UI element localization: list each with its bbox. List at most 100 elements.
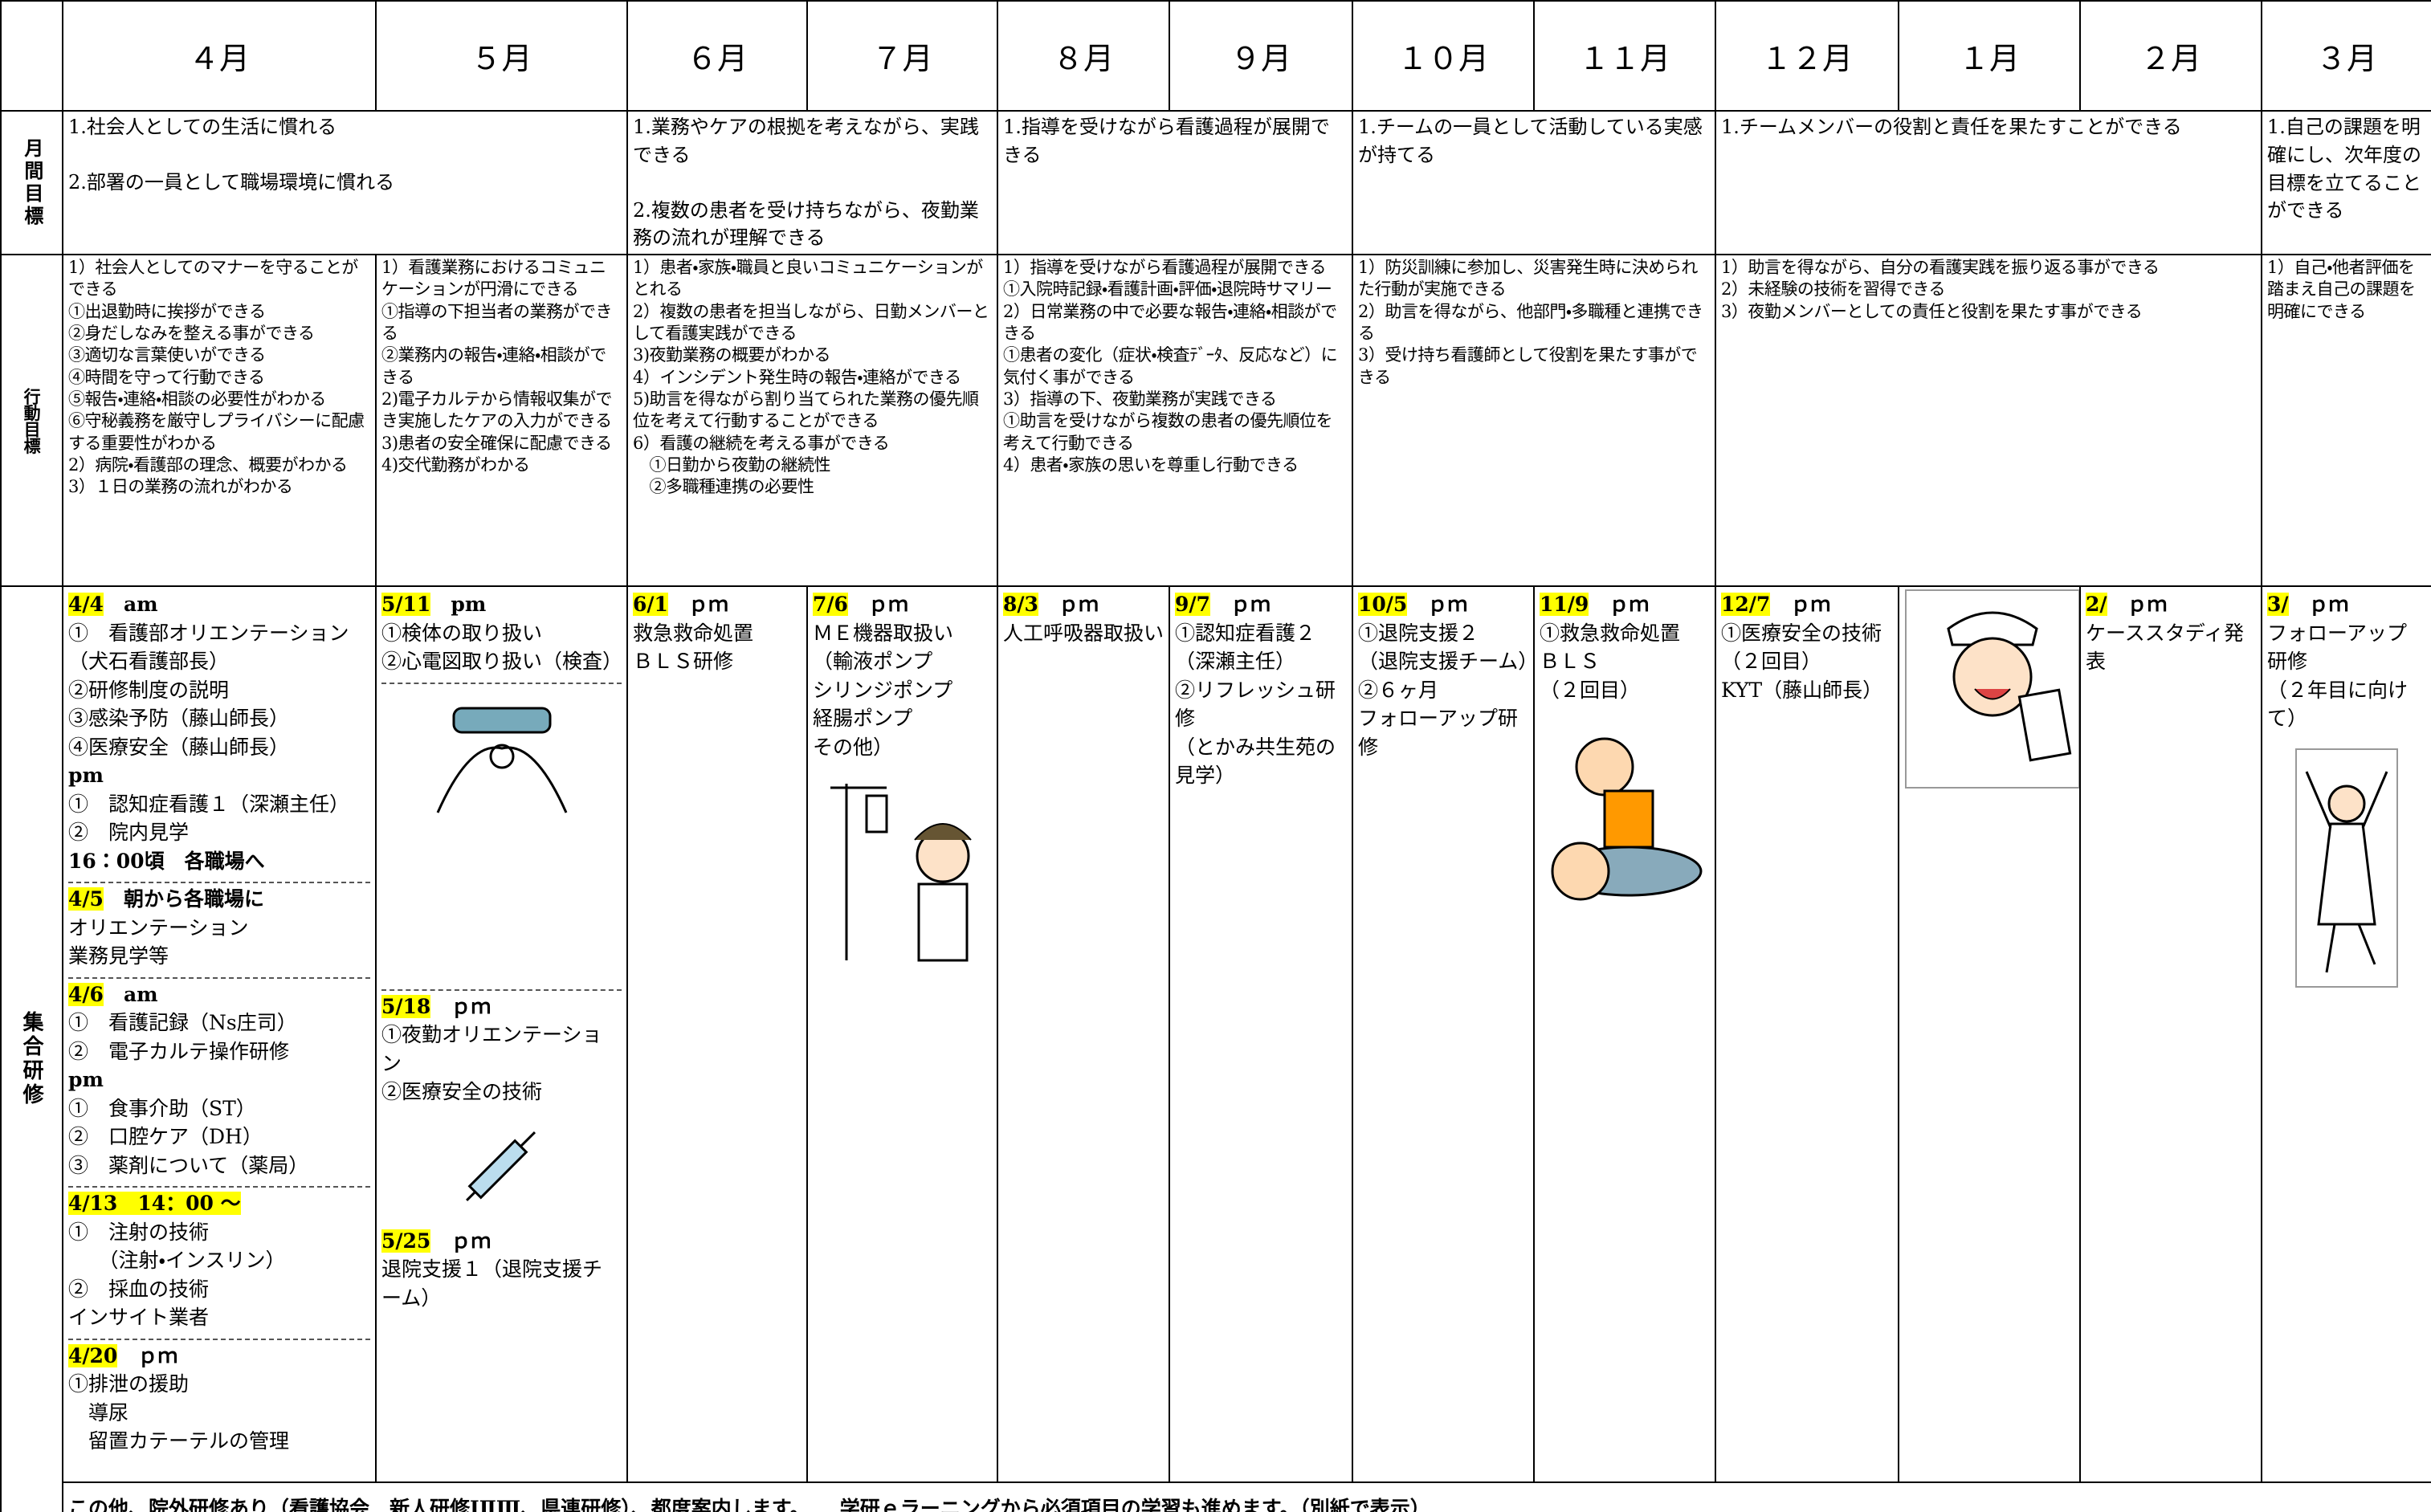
actions-text: 1）社会人としてのマナーを守ることができる: [68, 258, 358, 300]
actions-row: 行動目標 1）社会人としてのマナーを守ることができる ①出退勤時に挨拶ができる ②身だ…: [0, 254, 2431, 588]
footer-note: この他、院外研修あり（看護協会 新人研修ⅠⅡⅢ、県連研修）、都度案内します。 学…: [62, 1481, 2431, 1512]
training-line: ①排泄の援助: [68, 1372, 190, 1396]
training-date: 6/1: [633, 593, 668, 617]
block-head: 5/18 ｐｍ: [381, 992, 622, 1021]
training-line: ①検体の取り扱い: [381, 621, 543, 645]
illustration: [2295, 748, 2398, 988]
block-head: 10/5 ｐｍ: [1358, 590, 1528, 619]
training-line: ②研修制度の説明: [68, 678, 230, 702]
training-cell: 7/6 ｐｍ ＭＥ機器取扱い （輸液ポンプ シリンジポンプ 経腸ポンプ その他）: [806, 585, 998, 1484]
actions-text: 2）病院・看護部の理念、概要がわかる: [68, 454, 348, 475]
actions-text: 6）看護の継続を考える事ができる: [633, 433, 890, 453]
goals-text: 1.業務やケアの根拠を考えながら、実践できる: [633, 116, 979, 166]
training-time: ｐｍ: [867, 593, 908, 617]
training-line: ケーススタディ発表: [2086, 621, 2245, 674]
actions-text: 3)患者の安全確保に配慮できる: [381, 433, 612, 453]
training-block: 10/5 ｐｍ ①退院支援２ （退院支援チーム） ②６ヶ月 フォローアップ研修: [1358, 589, 1534, 768]
training-line: ①医療安全の技術（２回目）: [1721, 621, 1882, 674]
training-date: 3/: [2267, 593, 2289, 617]
training-cell: 2/ ｐｍ ケーススタディ発表: [2079, 585, 2262, 1484]
training-line: ② 採血の技術: [68, 1277, 210, 1301]
training-line: ＭＥ機器取扱い: [813, 621, 954, 645]
training-line: pm: [68, 764, 104, 788]
actions-text: ①指導の下担当者の業務ができる: [381, 301, 613, 344]
actions-text: 2）日常業務の中で必要な報告・連絡・相談ができる: [1003, 301, 1337, 344]
illustration-box: [381, 682, 622, 989]
illustration: [1905, 589, 2078, 789]
training-cell: [1898, 585, 2081, 1484]
training-line: ②リフレッシュ研修: [1175, 678, 1336, 731]
block-head: 4/4 am: [68, 590, 370, 619]
training-cell: 9/7 ｐｍ ①認知症看護２ （深瀬主任） ②リフレッシュ研修 （とかみ共生苑の見学）: [1169, 585, 1353, 1484]
block-head: 5/11 pm: [381, 590, 622, 619]
training-line: （２年目に向けて）: [2267, 678, 2409, 731]
actions-cell: 1）患者・家族・職員と良いコミュニケーションがとれる 2）複数の患者を担当しながら…: [626, 254, 998, 588]
actions-text: ①日勤から夜勤の継続性: [633, 454, 830, 475]
actions-text: ②身だしなみを整える事ができる: [68, 324, 315, 344]
actions-text: ①患者の変化（症状・検査ﾃﾞｰﾀ、反応など）に気付く事ができる: [1003, 345, 1338, 387]
actions-text: 5)助言を得ながら割り当てられた業務の優先順位を考えて行動することができる: [633, 389, 979, 431]
training-line: ② 院内見学: [68, 821, 190, 845]
actions-text: ②業務内の報告・連絡・相談ができる: [381, 345, 606, 387]
actions-text: ①出退勤時に挨拶ができる: [68, 301, 266, 321]
goals-row: 月間目標 1.社会人としての生活に慣れる 2.部署の一員として職場環境に慣れる 1.業…: [0, 109, 2431, 256]
month-header: １月: [1898, 0, 2081, 112]
actions-cell: 1）看護業務におけるコミュニケーションが円滑にできる ①指導の下担当者の業務ができ…: [375, 254, 628, 588]
training-block: 4/6 am ① 看護記録（Ns庄司） ② 電子カルテ操作研修 pm ① 食事介助（ST…: [68, 976, 370, 1187]
training-time: ｐｍ: [2308, 593, 2349, 617]
actions-text: 4）患者・家族の思いを尊重し行動できる: [1003, 454, 1299, 475]
training-line: （退院支援チーム）: [1358, 650, 1534, 674]
actions-text: ⑤報告・連絡・相談の必要性がわかる: [68, 389, 326, 409]
actions-text: 2）未経験の技術を習得できる: [1721, 279, 1945, 300]
goals-text: 1.自己の課題を明確にし、次年度の目標を立てることができる: [2267, 116, 2421, 222]
training-cell: 5/11 pm ①検体の取り扱い ②心電図取り扱い（検査） 5/18 ｐｍ ①夜勤オリエ…: [375, 585, 628, 1484]
block-head: 5/25 ｐｍ: [381, 1227, 622, 1256]
training-line: オリエンテーション: [68, 915, 249, 939]
training-line: 留置カテーテルの管理: [68, 1429, 290, 1453]
training-date: 11/9: [1540, 593, 1589, 617]
training-time: ｐｍ: [1230, 593, 1271, 617]
training-block: 7/6 ｐｍ ＭＥ機器取扱い （輸液ポンプ シリンジポンプ 経腸ポンプ その他）: [813, 589, 992, 768]
training-line: 退院支援１（退院支援チーム）: [381, 1257, 603, 1310]
training-line: ② 口腔ケア（DH）: [68, 1125, 263, 1149]
training-line: ④医療安全（藤山師長）: [68, 735, 290, 759]
training-line: （２回目）: [1540, 678, 1641, 702]
training-cell: 8/3 ｐｍ 人工呼吸器取扱い: [997, 585, 1170, 1484]
training-line: ＢＬＳ研修: [633, 650, 734, 674]
month-header: ４月: [62, 0, 377, 112]
actions-text: 2）助言を得ながら、他部門・多職種と連携できる: [1358, 301, 1703, 344]
goals-cell: 1.チームの一員として活動している実感が持てる: [1352, 109, 1716, 256]
training-line: ① 認知症看護１（深瀬主任）: [68, 792, 350, 816]
training-cell: 10/5 ｐｍ ①退院支援２ （退院支援チーム） ②６ヶ月 フォローアップ研修: [1352, 585, 1535, 1484]
training-line: ①認知症看護２: [1175, 621, 1316, 645]
month-header: １０月: [1352, 0, 1535, 112]
block-head: 3/ ｐｍ: [2267, 590, 2426, 619]
block-head: 2/ ｐｍ: [2086, 590, 2256, 619]
month-header: １１月: [1533, 0, 1716, 112]
training-date: 4/4: [68, 593, 104, 617]
month-header: ３月: [2261, 0, 2431, 112]
illustration: [1551, 737, 1703, 901]
goals-cell: 1.業務やケアの根拠を考えながら、実践できる 2.複数の患者を受け持ちながら、夜勤…: [626, 109, 998, 256]
month-header: ７月: [806, 0, 998, 112]
training-time: ｐｍ: [1609, 593, 1650, 617]
actions-text: ②多職種連携の必要性: [633, 477, 814, 497]
training-date: 7/6: [813, 593, 848, 617]
training-block: 3/ ｐｍ フォローアップ研修 （２年目に向けて）: [2267, 589, 2426, 740]
goals-text: 2.部署の一員として職場環境に慣れる: [68, 170, 395, 194]
actions-cell: 1）防災訓練に参加し、災害発生時に決められた行動が実施できる 2）助言を得ながら、…: [1352, 254, 1716, 588]
month-header: １２月: [1715, 0, 1899, 112]
training-date: 4/13 14：00 ～: [68, 1192, 241, 1216]
actions-text: ⑥守秘義務を厳守しプライバシーに配慮する重要性がわかる: [68, 411, 365, 453]
row-label: 月間目標: [0, 109, 63, 256]
month-header: ８月: [997, 0, 1170, 112]
block-head: 4/13 14：00 ～: [68, 1189, 370, 1218]
training-block: 12/7 ｐｍ ①医療安全の技術（２回目） KYT（藤山師長）: [1721, 589, 1893, 711]
training-line: ①夜勤オリエンテーション: [381, 1023, 602, 1075]
training-line: ②医療安全の技術: [381, 1080, 543, 1104]
actions-text: 1）防災訓練に参加し、災害発生時に決められた行動が実施できる: [1358, 258, 1698, 300]
training-block: 5/18 ｐｍ ①夜勤オリエンテーション ②医療安全の技術: [381, 988, 622, 1113]
training-line: フォローアップ研修: [2267, 621, 2408, 674]
actions-text: 1）看護業務におけるコミュニケーションが円滑にできる: [381, 258, 606, 300]
